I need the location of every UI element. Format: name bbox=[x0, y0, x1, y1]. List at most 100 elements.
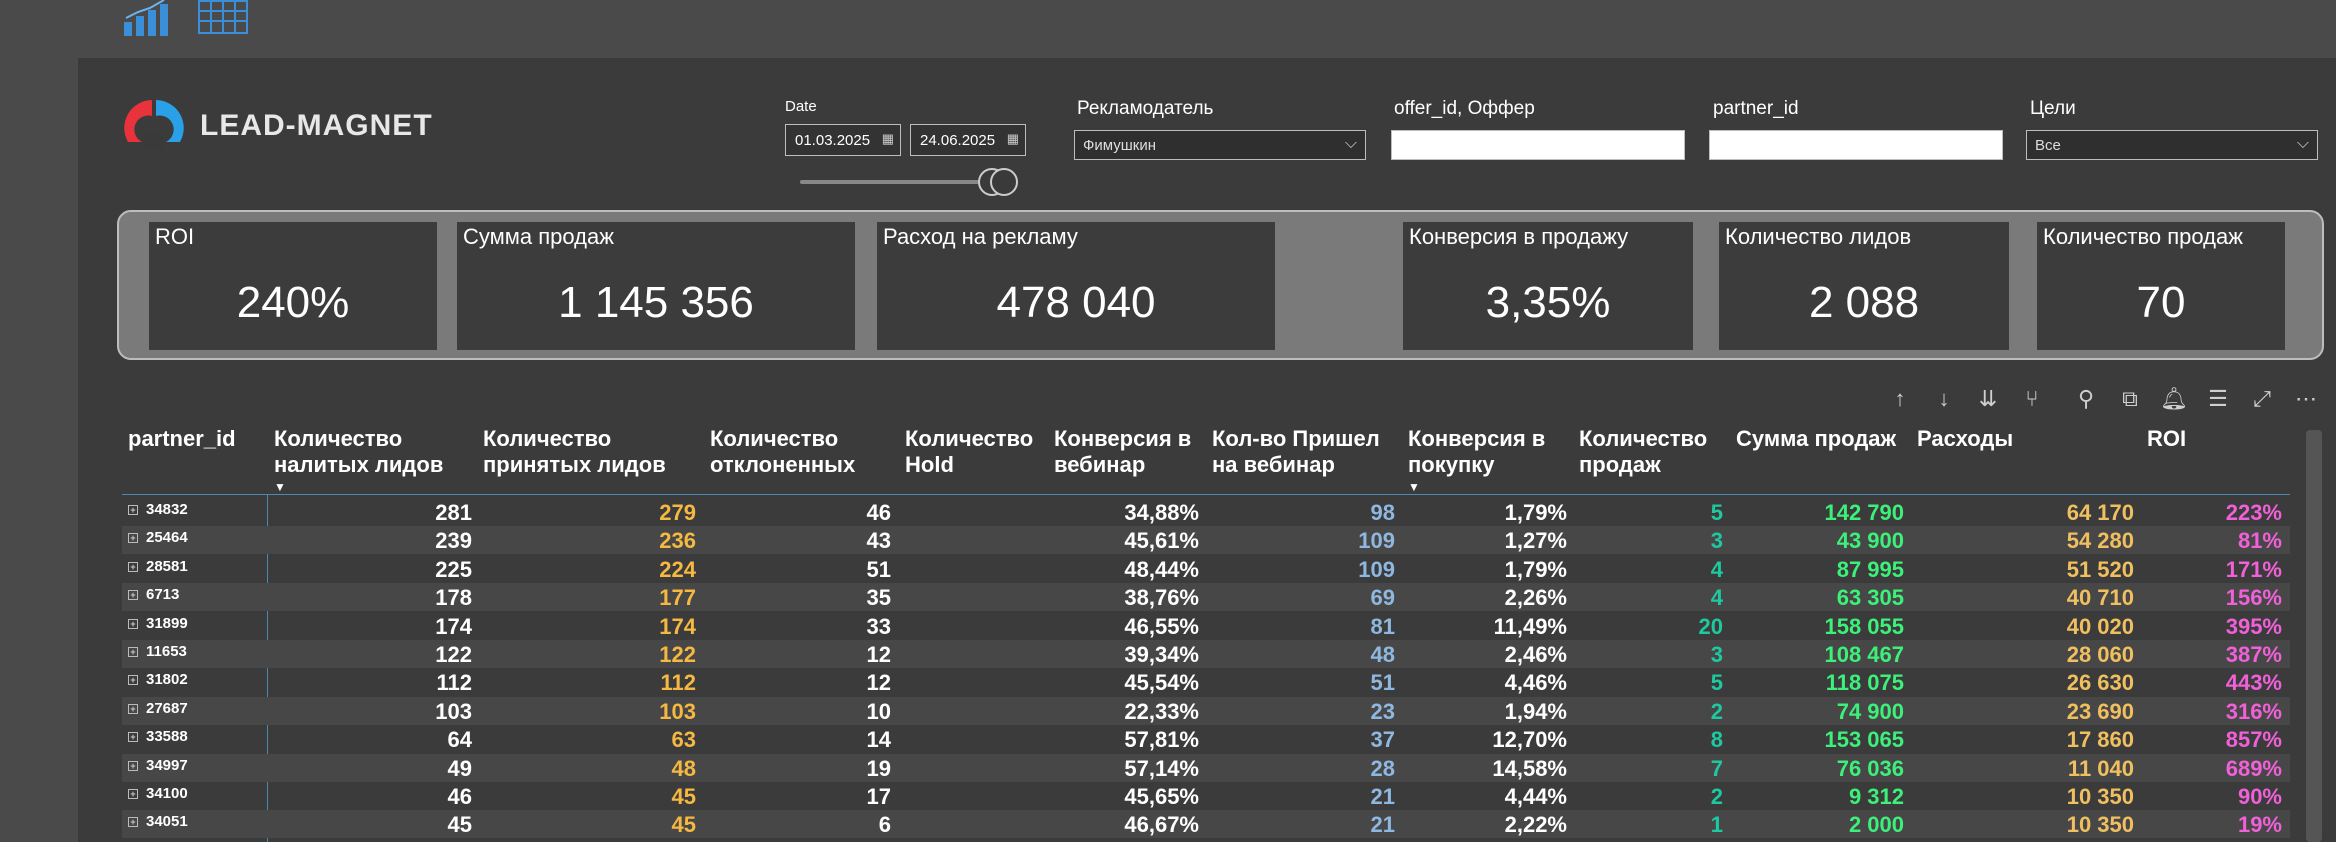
cell-sales: 5 bbox=[1710, 670, 1723, 696]
cell-partner-id[interactable]: +25464 bbox=[128, 529, 188, 546]
cell-partner-id[interactable]: +34832 bbox=[128, 501, 188, 518]
table-row[interactable]: +6713 178 177 35 38,76% 69 2,26% 4 63 305 40 710 1… bbox=[122, 583, 2290, 612]
sort-up-icon[interactable]: ↑ bbox=[1894, 386, 1906, 411]
cell-partner-id[interactable]: +28581 bbox=[128, 558, 188, 575]
calendar-icon[interactable]: ▦ bbox=[1006, 131, 1019, 146]
expand-row-icon[interactable]: + bbox=[128, 760, 138, 771]
vertical-scrollbar[interactable] bbox=[2306, 430, 2322, 842]
cell-sum: 2 000 bbox=[1848, 812, 1904, 838]
cell-conv-web: 57,81% bbox=[1124, 727, 1199, 753]
header-came-webinar[interactable]: Кол-во Пришел на вебинар bbox=[1212, 426, 1380, 477]
header-costs[interactable]: Расходы bbox=[1917, 426, 2014, 451]
cell-conv-web: 45,54% bbox=[1124, 670, 1199, 696]
cell-partner-id[interactable]: +34100 bbox=[128, 785, 188, 802]
cell-conv-web: 22,33% bbox=[1124, 698, 1199, 724]
kpi-card-ad-spend[interactable]: Расход на рекламу 478 040 bbox=[877, 222, 1275, 350]
table-row[interactable]: +31899 174 174 33 46,55% 81 11,49% 20 158 055 40 … bbox=[122, 612, 2290, 640]
cell-came-web: 51 bbox=[1370, 670, 1395, 696]
table-row[interactable]: +34997 49 48 19 57,14% 28 14,58% 7 76 036 11 040 6… bbox=[122, 753, 2290, 782]
date-from-input[interactable]: 01.03.2025 ▦ bbox=[785, 124, 901, 156]
expand-row-icon[interactable]: + bbox=[128, 590, 138, 601]
offer-dropdown[interactable] bbox=[1391, 130, 1685, 160]
header-conv-webinar[interactable]: Конверсия в вебинар bbox=[1054, 426, 1192, 477]
sort-down-icon[interactable]: ↓ bbox=[1938, 386, 1950, 411]
kpi-card-conversion[interactable]: Конверсия в продажу 3,35% bbox=[1403, 222, 1693, 350]
cell-partner-id[interactable]: +33588 bbox=[128, 728, 188, 745]
partner-dropdown[interactable] bbox=[1709, 130, 2003, 160]
header-partner-id[interactable]: partner_id bbox=[128, 426, 236, 451]
expand-row-icon[interactable]: + bbox=[128, 533, 138, 544]
table-row[interactable]: +34051 45 45 6 46,67% 21 2,22% 1 2 000 10 350 19% bbox=[122, 810, 2290, 839]
partner-id-text: 34100 bbox=[146, 785, 188, 802]
cell-sum: 76 036 bbox=[1836, 755, 1904, 781]
kpi-card-leads[interactable]: Количество лидов 2 088 bbox=[1719, 222, 2009, 350]
header-conv-purchase[interactable]: Конверсия в покупку bbox=[1408, 426, 1546, 477]
kpi-card-sales-count[interactable]: Количество продаж 70 bbox=[2037, 222, 2285, 350]
expand-row-icon[interactable]: + bbox=[128, 647, 138, 657]
cell-conv-web: 57,14% bbox=[1124, 755, 1199, 781]
kpi-panel: ROI 240% Сумма продаж 1 145 356 Расход н… bbox=[117, 210, 2324, 360]
cell-partner-id[interactable]: +31802 bbox=[128, 671, 188, 688]
table-row[interactable]: +31802 112 112 12 45,54% 51 4,46% 5 118 075 26 63… bbox=[122, 668, 2290, 696]
expand-row-icon[interactable]: + bbox=[128, 732, 138, 743]
date-to-input[interactable]: 24.06.2025 ▦ bbox=[910, 124, 1026, 156]
table-row[interactable]: +34832 281 279 46 34,88% 98 1,79% 5 142 790 64 17… bbox=[122, 498, 2290, 526]
kpi-title: Расход на рекламу bbox=[883, 224, 1078, 249]
slider-handle-start[interactable] bbox=[990, 168, 1018, 196]
advertiser-dropdown[interactable]: Фимушкин ⌵ bbox=[1074, 130, 1366, 160]
table-row[interactable]: +25464 239 236 43 45,61% 109 1,27% 3 43 900 54 28… bbox=[122, 526, 2290, 555]
expand-row-icon[interactable]: + bbox=[128, 789, 138, 799]
cell-conv-buy: 12,70% bbox=[1492, 727, 1567, 753]
header-sales-sum[interactable]: Сумма продаж bbox=[1736, 426, 1897, 451]
kpi-value: 1 145 356 bbox=[558, 278, 754, 327]
cell-partner-id[interactable]: +11653 bbox=[128, 643, 187, 660]
expand-row-icon[interactable]: + bbox=[128, 561, 138, 572]
expand-row-icon[interactable]: + bbox=[128, 817, 138, 828]
focus-mode-icon[interactable]: ⤢ bbox=[2253, 386, 2271, 411]
table-row[interactable]: +28581 225 224 51 48,44% 109 1,79% 4 87 995 51 52… bbox=[122, 555, 2290, 583]
goals-dropdown[interactable]: Все ⌵ bbox=[2026, 130, 2318, 160]
date-range-slider[interactable] bbox=[800, 180, 1000, 184]
header-sales-count[interactable]: Количество продаж bbox=[1579, 426, 1708, 477]
cell-partner-id[interactable]: +34051 bbox=[128, 813, 188, 830]
header-accepted[interactable]: Количество принятых лидов bbox=[483, 426, 666, 477]
cell-accepted: 236 bbox=[659, 528, 696, 554]
pin-icon[interactable]: ⚲ bbox=[2077, 386, 2095, 411]
cell-cost: 10 350 bbox=[2066, 812, 2134, 838]
cell-sum: 87 995 bbox=[1836, 556, 1904, 582]
header-leads[interactable]: Количество налитых лидов bbox=[274, 426, 444, 477]
cell-roi: 443% bbox=[2225, 670, 2282, 696]
cell-partner-id[interactable]: +31899 bbox=[128, 615, 188, 632]
table-row[interactable]: +11653 122 122 12 39,34% 48 2,46% 3 108 467 28 06… bbox=[122, 640, 2290, 668]
table-row[interactable]: +33588 64 63 14 57,81% 37 12,70% 8 153 065 17 860… bbox=[122, 725, 2290, 753]
expand-row-icon[interactable]: + bbox=[128, 505, 138, 515]
table-row[interactable]: +34100 46 45 17 45,65% 21 4,44% 2 9 312 10 350 90% bbox=[122, 782, 2290, 810]
kpi-title: ROI bbox=[155, 224, 195, 249]
cell-partner-id[interactable]: +27687 bbox=[128, 700, 188, 717]
table-grid-icon[interactable] bbox=[198, 0, 248, 34]
cell-roi: 81% bbox=[2237, 528, 2282, 554]
cell-partner-id[interactable]: +34997 bbox=[128, 757, 188, 774]
alert-icon[interactable]: 🔔︎ bbox=[2160, 386, 2188, 411]
expand-all-icon[interactable]: ⇊ bbox=[1978, 386, 1998, 411]
cell-sum: 74 900 bbox=[1836, 698, 1904, 724]
header-roi[interactable]: ROI bbox=[2147, 426, 2187, 451]
drill-down-icon[interactable]: ⑂ bbox=[2025, 386, 2039, 411]
filter-icon[interactable]: ☰ bbox=[2208, 386, 2228, 411]
expand-row-icon[interactable]: + bbox=[128, 618, 138, 629]
logo-text: LEAD-MAGNET bbox=[200, 109, 433, 142]
header-hold[interactable]: Количество Hold bbox=[905, 426, 1034, 477]
cell-partner-id[interactable]: +6713 bbox=[128, 586, 179, 603]
expand-row-icon[interactable]: + bbox=[128, 703, 138, 714]
kpi-card-roi[interactable]: ROI 240% bbox=[149, 222, 437, 350]
table-row[interactable]: +27687 103 103 10 22,33% 23 1,94% 2 74 900 23 690… bbox=[122, 696, 2290, 725]
cell-sales: 8 bbox=[1710, 727, 1723, 753]
bar-chart-icon[interactable] bbox=[122, 0, 170, 38]
calendar-icon[interactable]: ▦ bbox=[881, 131, 894, 146]
copy-icon[interactable]: ⧉ bbox=[2122, 386, 2138, 411]
more-options-icon[interactable]: ⋯ bbox=[2295, 386, 2317, 411]
sort-desc-icon: ▼ bbox=[1408, 480, 1420, 494]
expand-row-icon[interactable]: + bbox=[128, 675, 138, 686]
kpi-card-sales-sum[interactable]: Сумма продаж 1 145 356 bbox=[457, 222, 855, 350]
header-rejected[interactable]: Количество отклоненных bbox=[710, 426, 856, 477]
